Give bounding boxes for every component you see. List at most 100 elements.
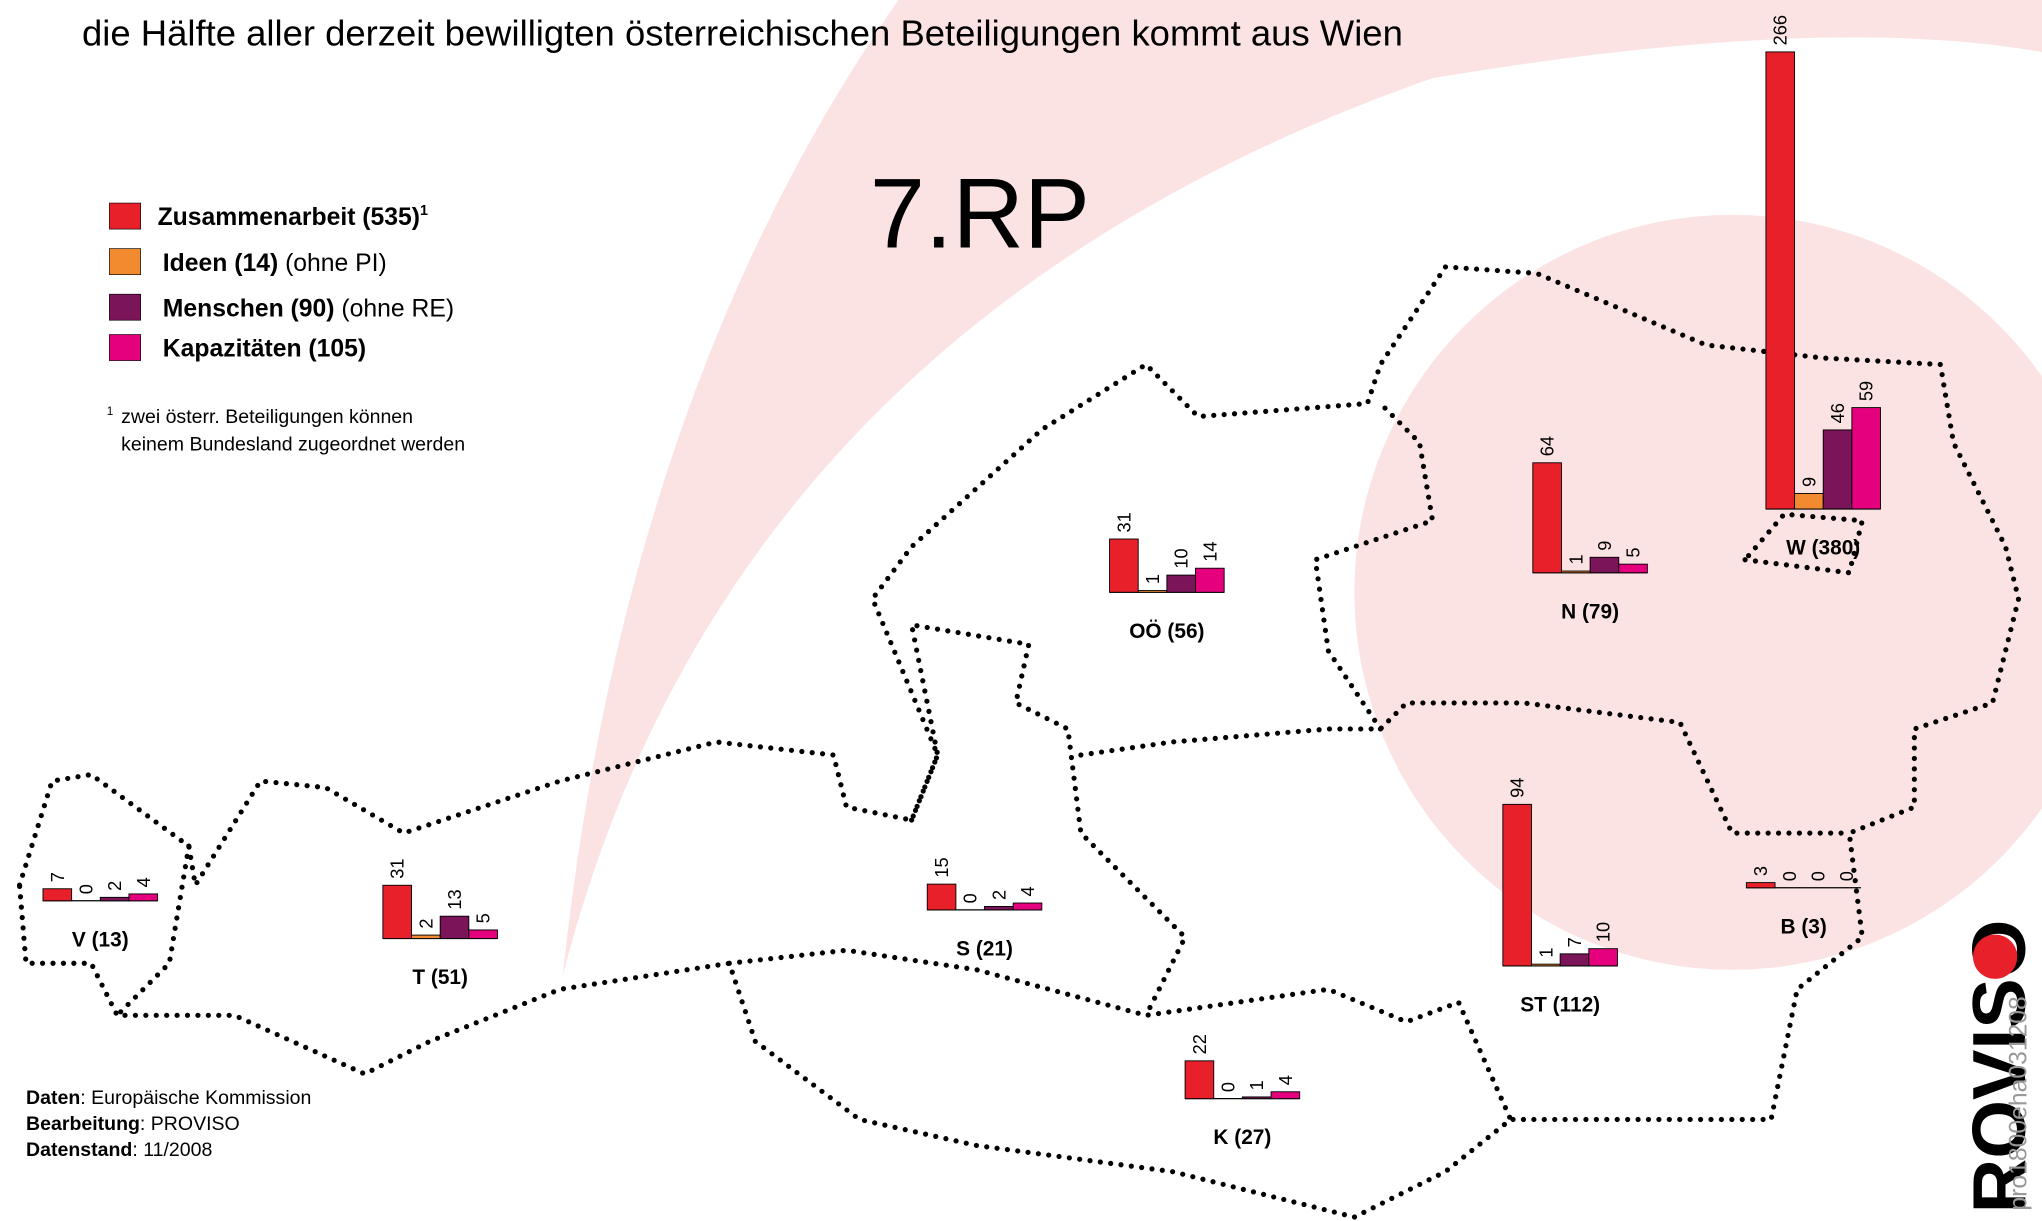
legend-entry: Kapazitäten (105)	[163, 336, 366, 363]
code-text: pro1800eha031208	[2005, 996, 2032, 1210]
bar	[1109, 538, 1139, 593]
bar	[1765, 51, 1796, 510]
bar	[1618, 563, 1648, 574]
bar	[128, 893, 159, 902]
value-label: 1	[1566, 554, 1586, 564]
bar	[1588, 948, 1618, 967]
value-label: 46	[1828, 403, 1848, 423]
background-swath	[562, 0, 2042, 977]
bar	[1745, 882, 1776, 889]
bar	[1589, 556, 1620, 574]
value-label: 7	[48, 872, 68, 882]
legend-entry: Zusammenarbeit (535)1	[158, 203, 428, 231]
legend-swatch	[109, 334, 141, 361]
source-line: Datenstand: 11/2008	[26, 1139, 212, 1161]
legend-entry: Ideen (14) (ohne PI)	[163, 250, 387, 277]
value-label: 2	[416, 918, 436, 928]
source-value: : 11/2008	[132, 1139, 212, 1161]
bar	[1822, 429, 1853, 510]
legend-name: Ideen (14)	[163, 250, 278, 277]
source-key: Daten	[26, 1087, 80, 1109]
value-label: 1	[1536, 948, 1556, 958]
value-label: 266	[1771, 15, 1791, 45]
bar	[1502, 803, 1532, 967]
border	[16, 264, 2022, 1220]
source-line: Daten: Europäische Kommission	[26, 1087, 311, 1109]
value-label: 0	[1837, 871, 1857, 881]
source-key: Datenstand	[26, 1139, 132, 1161]
value-label: 4	[1276, 1075, 1296, 1085]
value-label: 10	[1172, 548, 1192, 568]
bar	[1851, 407, 1881, 510]
source-line: Bearbeitung: PROVISO	[26, 1113, 240, 1135]
bar	[1532, 462, 1562, 574]
background-circle	[1354, 214, 2042, 970]
legend-name: Zusammenarbeit (535)	[158, 204, 420, 231]
value-label: 9	[1595, 541, 1615, 551]
legend-name: Kapazitäten (105)	[163, 336, 366, 363]
logo-icon	[1972, 934, 2018, 979]
value-label: 0	[1219, 1082, 1239, 1092]
value-label: 2	[989, 890, 1009, 900]
value-label: 15	[932, 857, 952, 877]
bar	[926, 883, 957, 911]
value-label: 4	[134, 877, 154, 887]
value-label: 14	[1200, 541, 1220, 561]
bar	[99, 896, 130, 902]
value-label: 64	[1538, 436, 1558, 456]
bar	[411, 934, 441, 939]
footnote-mark: 1	[107, 405, 114, 418]
value-label: 31	[388, 858, 408, 878]
bar	[1270, 1091, 1301, 1100]
region-label: W (380)	[1786, 537, 1860, 560]
value-label: 4	[1018, 886, 1038, 896]
footnote: keinem Bundesland zugeordnet werden	[121, 433, 465, 455]
bar	[468, 929, 498, 939]
value-label: 0	[961, 893, 981, 903]
value-label: 5	[474, 913, 494, 923]
bar	[1137, 590, 1168, 593]
value-label: 0	[76, 884, 96, 894]
title: die Hälfte aller derzeit bewilligten öst…	[82, 13, 1403, 54]
region-label: N (79)	[1561, 600, 1619, 623]
bar	[1560, 570, 1591, 574]
region-label: K (27)	[1213, 1126, 1271, 1149]
source-key: Bearbeitung	[26, 1113, 140, 1135]
value-label: 1	[1247, 1080, 1267, 1090]
value-label: 1	[1143, 574, 1163, 584]
legend-note: (ohne PI)	[278, 250, 387, 277]
legend-note: (ohne RE)	[335, 295, 455, 322]
legend-swatch	[109, 248, 141, 275]
legend-swatch	[109, 293, 141, 321]
region-label: S (21)	[956, 937, 1013, 960]
value-label: 0	[1809, 871, 1829, 881]
value-label: 94	[1508, 778, 1528, 798]
value-label: 3	[1751, 866, 1771, 876]
region-label: V (13)	[72, 928, 129, 951]
bar	[1184, 1060, 1215, 1100]
legend-name: Menschen (90)	[163, 295, 335, 322]
region-label: OÖ (56)	[1129, 620, 1204, 643]
source-value: : PROVISO	[140, 1113, 240, 1135]
value-label: 10	[1594, 922, 1614, 942]
value-label: 59	[1857, 381, 1877, 401]
value-label: 9	[1799, 477, 1819, 487]
legend-entry: Menschen (90) (ohne RE)	[163, 295, 454, 322]
value-label: 5	[1624, 548, 1644, 558]
bar	[382, 884, 412, 939]
value-label: 2	[105, 881, 125, 891]
region-label: ST (112)	[1520, 993, 1600, 1016]
bar	[1241, 1096, 1272, 1100]
bar	[1166, 574, 1196, 593]
bar	[1531, 963, 1561, 967]
value-label: 0	[1780, 871, 1800, 881]
bar	[42, 888, 73, 902]
code: pro1800eha031208	[2005, 996, 2032, 1210]
value-label: 31	[1114, 512, 1134, 532]
bar	[439, 915, 470, 939]
source-value: : Europäische Kommission	[80, 1087, 311, 1109]
program-label: 7.RP	[870, 157, 1090, 268]
region-label: T (51)	[412, 966, 468, 989]
value-label: 7	[1565, 937, 1585, 947]
